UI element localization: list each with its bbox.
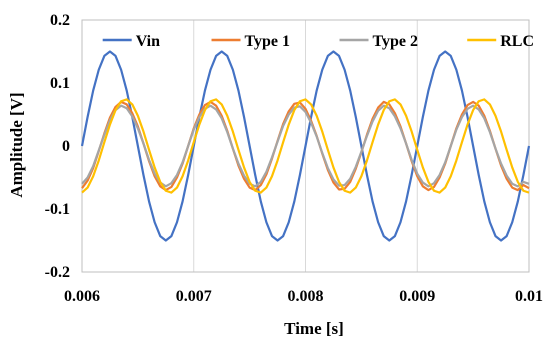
legend-item-rlc: RLC [467,33,534,50]
x-tick-label: 0.01 [515,288,543,305]
series-line-rlc [81,98,530,194]
x-tick-label: 0.008 [288,288,324,305]
legend-item-type-2: Type 2 [339,33,418,50]
y-tick-label: 0 [62,138,70,155]
y-tick-label: 0.2 [50,12,70,29]
legend-label: Vin [136,33,160,50]
x-tick-label: 0.007 [176,288,212,305]
y-tick-label: 0.1 [50,75,70,92]
legend-label: Type 2 [373,33,418,50]
series-layer [80,50,531,242]
y-tick-label: -0.2 [45,264,70,281]
legend-item-vin: Vin [102,33,160,50]
y-tick-label: -0.1 [45,201,70,218]
legend-item-type-1: Type 1 [211,33,290,50]
y-axis-label: Amplitude [V] [7,92,26,197]
series-line-type-2 [81,104,530,188]
x-axis-label: Time [s] [284,319,344,337]
x-tick-label: 0.006 [64,288,100,305]
legend-label: Type 1 [245,33,290,50]
y-axis-ticks: -0.2 -0.1 0 0.1 0.2 [45,12,70,281]
legend-label: RLC [500,33,534,50]
x-axis-ticks: 0.006 0.007 0.008 0.009 0.01 [64,288,543,305]
x-tick-label: 0.009 [399,288,435,305]
legend: Vin Type 1 Type 2 RLC [102,33,534,50]
series-line-vin [80,50,531,242]
